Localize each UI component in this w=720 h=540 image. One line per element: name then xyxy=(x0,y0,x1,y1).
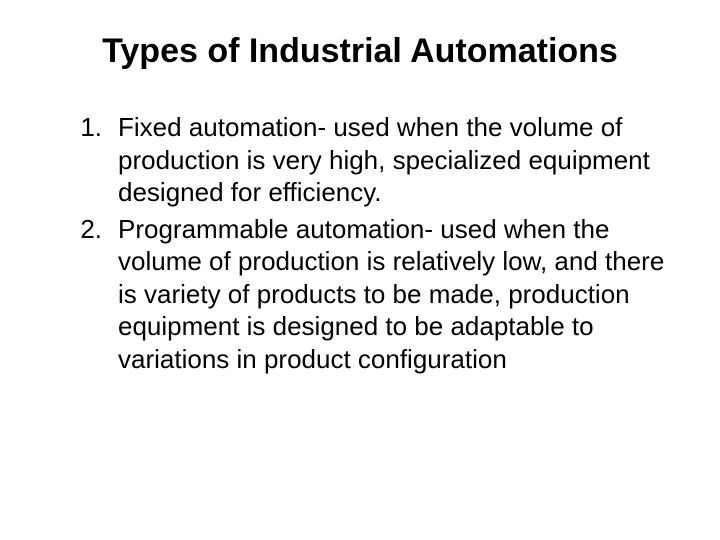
automation-types-list: 1. Fixed automation- used when the volum… xyxy=(40,111,680,375)
term: Programmable automation- xyxy=(118,214,433,244)
list-number: 1. xyxy=(70,111,118,209)
list-item: 2. Programmable automation- used when th… xyxy=(70,213,680,376)
slide-title: Types of Industrial Automations xyxy=(40,32,680,71)
list-number: 2. xyxy=(70,213,118,376)
list-body: Fixed automation- used when the volume o… xyxy=(118,111,680,209)
list-item: 1. Fixed automation- used when the volum… xyxy=(70,111,680,209)
term: Fixed automation- xyxy=(118,112,326,142)
list-body: Programmable automation- used when the v… xyxy=(118,213,680,376)
